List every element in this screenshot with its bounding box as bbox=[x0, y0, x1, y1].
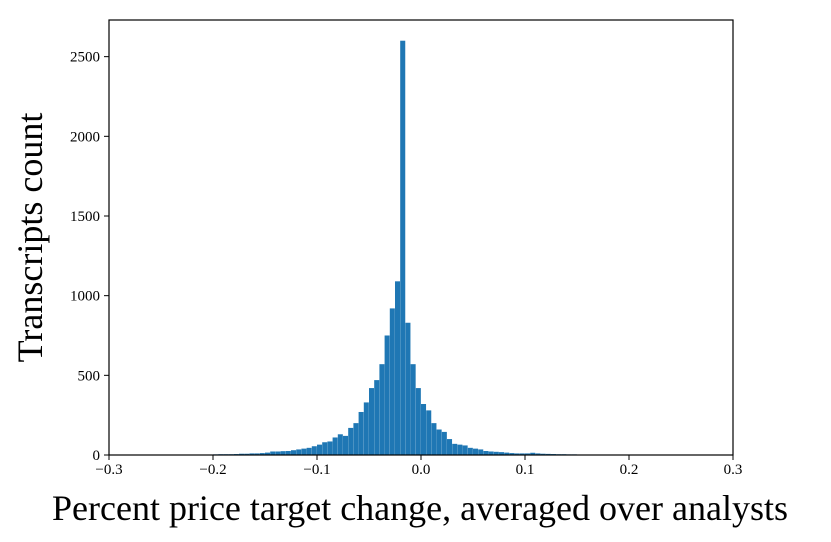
histogram-bar bbox=[280, 451, 286, 455]
histogram-bar bbox=[514, 453, 520, 455]
histogram-bar bbox=[374, 380, 380, 455]
histogram-bar bbox=[322, 442, 328, 455]
histogram-bar bbox=[478, 449, 484, 455]
histogram-bar bbox=[530, 452, 536, 455]
x-tick-label: −0.3 bbox=[95, 462, 122, 478]
histogram-bar bbox=[441, 431, 447, 455]
x-tick-label: 0.2 bbox=[620, 462, 639, 478]
histogram-bars bbox=[197, 40, 635, 456]
histogram-bar bbox=[519, 453, 525, 455]
y-tick-label: 2500 bbox=[70, 50, 100, 66]
x-axis-label: Percent price target change, averaged ov… bbox=[52, 488, 788, 528]
histogram-bar bbox=[488, 451, 494, 455]
x-tick-label: 0.0 bbox=[412, 462, 431, 478]
histogram-bar bbox=[259, 453, 265, 455]
histogram-bar bbox=[254, 453, 260, 455]
histogram-bar bbox=[535, 453, 541, 455]
histogram-bar bbox=[509, 453, 515, 455]
histogram-bar bbox=[504, 452, 510, 455]
histogram-bar bbox=[447, 439, 453, 455]
histogram-bar bbox=[431, 423, 437, 455]
histogram-bar bbox=[415, 388, 421, 455]
histogram-bar bbox=[467, 447, 473, 455]
histogram-bar bbox=[389, 308, 395, 455]
histogram-bar bbox=[452, 443, 458, 455]
histogram-bar bbox=[239, 453, 245, 455]
histogram-bar bbox=[353, 423, 359, 455]
y-axis-ticks: 0 500 1000 1500 2000 2500 bbox=[70, 50, 109, 464]
histogram-bar bbox=[306, 447, 312, 455]
histogram-bar bbox=[405, 322, 411, 455]
histogram-bar bbox=[285, 451, 291, 455]
y-tick-label: 0 bbox=[93, 448, 101, 464]
histogram-bar bbox=[337, 434, 343, 455]
histogram-bar bbox=[384, 335, 390, 455]
histogram-bar bbox=[457, 444, 463, 455]
histogram-bar bbox=[462, 445, 468, 455]
histogram-bar bbox=[410, 364, 416, 455]
histogram-bar bbox=[421, 404, 427, 455]
histogram-bar bbox=[540, 453, 546, 455]
histogram-bar bbox=[369, 388, 375, 455]
histogram-bar bbox=[483, 451, 489, 455]
histogram-bar bbox=[270, 451, 276, 455]
histogram-bar bbox=[317, 444, 323, 455]
histogram-bar bbox=[244, 453, 250, 455]
histogram-bar bbox=[499, 452, 505, 455]
histogram-bar bbox=[291, 450, 297, 455]
histogram-bar bbox=[327, 441, 333, 455]
histogram-bar bbox=[275, 451, 281, 455]
x-tick-label: −0.2 bbox=[199, 462, 226, 478]
histogram-bar bbox=[525, 453, 531, 455]
y-tick-label: 2000 bbox=[70, 129, 100, 145]
histogram-bar bbox=[426, 410, 432, 455]
histogram-bar bbox=[343, 435, 349, 455]
histogram-bar bbox=[348, 427, 354, 455]
y-tick-label: 1000 bbox=[70, 289, 100, 305]
histogram-bar bbox=[265, 452, 271, 455]
x-tick-label: −0.1 bbox=[303, 462, 330, 478]
histogram-bar bbox=[493, 451, 499, 455]
x-axis-ticks: −0.3 −0.2 −0.1 0.0 0.1 0.2 0.3 bbox=[95, 455, 742, 478]
histogram-bar bbox=[400, 40, 406, 456]
histogram-bar bbox=[311, 446, 317, 455]
x-tick-label: 0.1 bbox=[516, 462, 535, 478]
y-axis-label: Transcripts count bbox=[10, 113, 50, 363]
y-tick-label: 500 bbox=[78, 368, 101, 384]
histogram-bar bbox=[395, 281, 401, 455]
x-tick-label: 0.3 bbox=[724, 462, 743, 478]
histogram-bar bbox=[332, 437, 338, 455]
histogram-bar bbox=[436, 429, 442, 455]
histogram-bar bbox=[473, 448, 479, 455]
histogram-bar bbox=[379, 364, 385, 455]
plot-frame bbox=[108, 19, 734, 456]
histogram-bar bbox=[363, 402, 369, 455]
histogram-bar bbox=[301, 448, 307, 455]
histogram-bar bbox=[358, 411, 364, 455]
histogram-bar bbox=[296, 449, 302, 455]
histogram-bar bbox=[249, 453, 255, 455]
y-tick-label: 1500 bbox=[70, 209, 100, 225]
